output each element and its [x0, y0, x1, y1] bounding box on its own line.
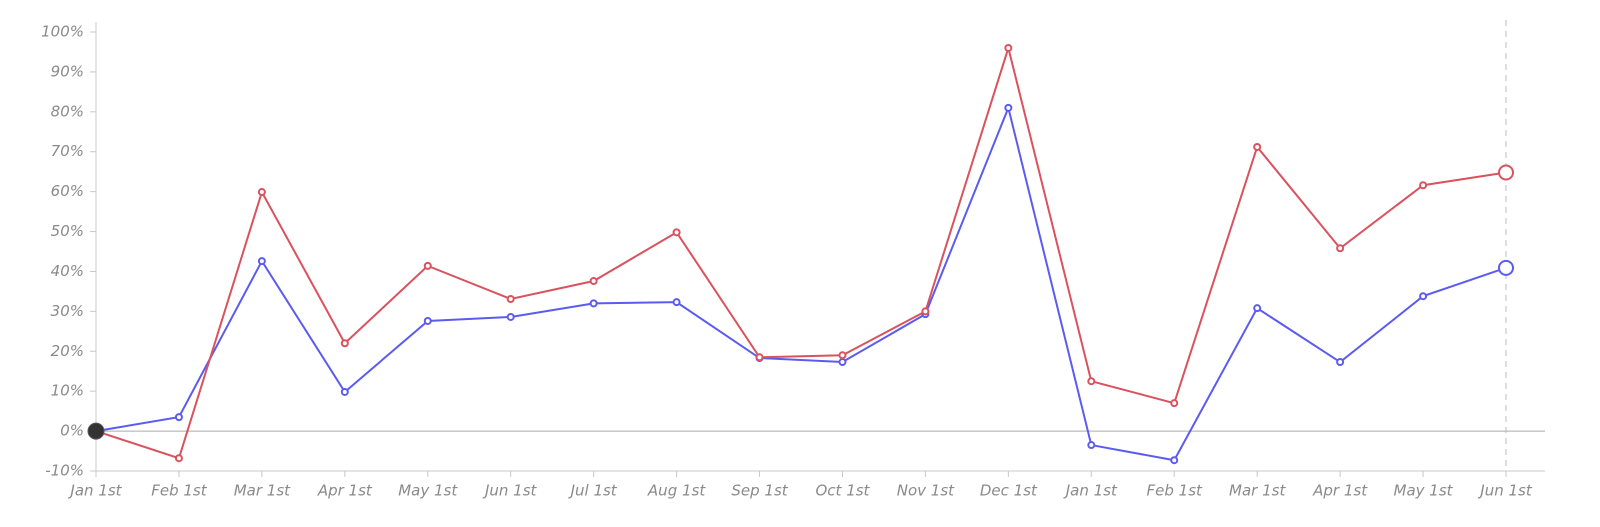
y-tick-label: 0%: [60, 422, 84, 440]
x-tick-label: Jul 1st: [568, 482, 618, 500]
point: [672, 298, 681, 307]
point: [589, 277, 598, 286]
x-tick-label: Feb 1st: [151, 482, 208, 500]
x-tick-label: Apr 1st: [1312, 482, 1368, 500]
y-tick-label: 90%: [51, 62, 84, 80]
point: [1004, 43, 1013, 52]
y-tick-label: 50%: [51, 222, 84, 240]
point: [921, 307, 930, 316]
x-tick-label: Feb 1st: [1147, 482, 1204, 500]
x-tick-label: May 1st: [1394, 482, 1454, 500]
x-tick-label: Jun 1st: [1477, 482, 1533, 500]
x-tick-label: Oct 1st: [815, 482, 870, 500]
point: [423, 261, 432, 270]
point: [838, 351, 847, 360]
x-tick-label: Aug 1st: [647, 482, 706, 500]
x-tick-label: May 1st: [398, 482, 458, 500]
point: [174, 454, 183, 463]
y-tick-label: 70%: [51, 142, 84, 160]
point: [1336, 244, 1345, 253]
point: [1253, 142, 1262, 151]
point: [1253, 304, 1262, 313]
series-line: [95, 104, 1507, 462]
x-tick-label: Jan 1st: [67, 482, 122, 500]
point: [1170, 399, 1179, 408]
point: [1498, 164, 1514, 181]
y-tick-label: 10%: [51, 382, 84, 400]
point: [340, 387, 349, 396]
y-tick-label: 40%: [51, 262, 84, 280]
point: [1498, 259, 1514, 276]
y-tick-label: 20%: [51, 342, 84, 360]
y-tick-label: 60%: [51, 182, 84, 200]
point: [340, 339, 349, 348]
x-tick-label: Jun 1st: [482, 482, 538, 500]
point: [257, 257, 266, 266]
point: [174, 413, 183, 422]
point: [506, 312, 515, 321]
hover-marker: [87, 422, 105, 440]
y-tick-label: -10%: [45, 462, 84, 480]
y-tick-label: 100%: [41, 23, 84, 41]
y-tick-label: 80%: [51, 102, 84, 120]
x-tick-label: Apr 1st: [317, 482, 373, 500]
x-tick-label: Dec 1st: [980, 482, 1038, 500]
point: [1419, 292, 1428, 301]
point: [838, 358, 847, 367]
x-tick-label: Mar 1st: [234, 482, 291, 500]
point: [589, 299, 598, 308]
y-tick-label: 30%: [51, 302, 84, 320]
point: [423, 316, 432, 325]
point: [1170, 456, 1179, 465]
point: [506, 294, 515, 303]
x-tick-label: Sep 1st: [731, 482, 788, 500]
point: [1087, 441, 1096, 450]
x-tick-label: Mar 1st: [1229, 482, 1286, 500]
point: [672, 228, 681, 237]
point: [1419, 181, 1428, 190]
point: [1336, 358, 1345, 367]
x-tick-label: Nov 1st: [897, 482, 955, 500]
x-tick-label: Jan 1st: [1063, 482, 1118, 500]
point: [755, 353, 764, 362]
point: [1087, 377, 1096, 386]
series-line: [95, 44, 1507, 460]
point: [1004, 103, 1013, 112]
point: [257, 188, 266, 197]
